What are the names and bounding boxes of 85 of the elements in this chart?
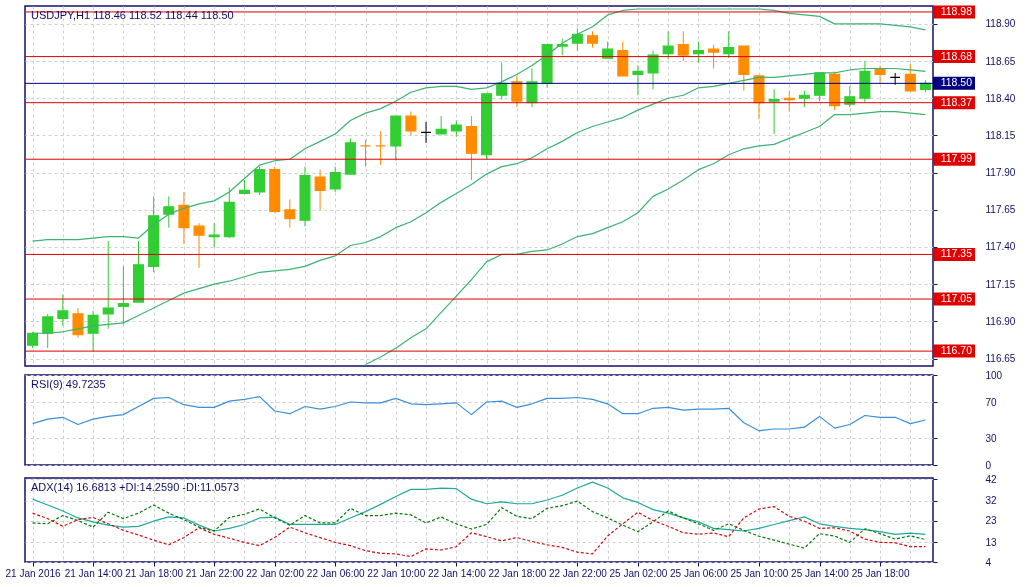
x-tick-label: 21 Jan 22:00 <box>185 567 245 579</box>
candlestick <box>208 222 220 248</box>
line-series <box>31 481 927 535</box>
ref-line-label: 116.70 <box>940 344 973 357</box>
ref-line-label: 117.05 <box>940 292 973 305</box>
y-tick-label: 117.15 <box>985 278 1016 290</box>
x-tick-label: 22 Jan 18:00 <box>488 567 547 579</box>
candlestick <box>813 72 826 102</box>
y-tick-label: 118.40 <box>985 92 1016 104</box>
candlestick <box>72 307 84 339</box>
candlestick <box>284 198 296 229</box>
candlestick <box>87 310 99 352</box>
y-tick-label: 4 <box>985 556 992 568</box>
y-tick-label: 117.65 <box>985 204 1016 216</box>
line-series <box>31 8 927 242</box>
candlestick <box>117 265 129 325</box>
candlestick <box>904 63 916 92</box>
line-series <box>31 500 927 549</box>
y-tick-label: 116.65 <box>985 353 1016 365</box>
y-tick-label: 23 <box>985 515 998 527</box>
x-tick-label: 21 Jan 18:00 <box>125 567 184 579</box>
candlestick <box>708 44 720 69</box>
ref-line-label: 117.35 <box>940 247 973 260</box>
ref-line-label: 118.68 <box>940 49 973 62</box>
x-tick-label: 21 Jan 14:00 <box>64 567 123 579</box>
y-tick-label: 32 <box>985 495 998 507</box>
x-tick-label: 22 Jan 22:00 <box>548 567 608 579</box>
y-tick-label: 0 <box>985 459 992 471</box>
chart-title: ADX(14) 16.6813 +DI:14.2590 -DI:11.0573 <box>31 481 240 493</box>
chart-title: USDJPY,H1 118.46 118.52 118.44 118.50 <box>31 9 234 21</box>
y-tick-label: 118.15 <box>985 129 1016 141</box>
x-tick-label: 25 Jan 14:00 <box>791 567 850 579</box>
chart-title: RSI(9) 49.7235 <box>31 378 106 390</box>
candlestick <box>692 41 704 64</box>
y-tick-label: 70 <box>985 396 998 408</box>
x-tick-label: 25 Jan 10:00 <box>730 567 789 579</box>
candlestick <box>844 85 856 108</box>
candlestick <box>677 30 689 62</box>
candlestick <box>42 313 54 349</box>
candlestick <box>329 166 341 193</box>
y-tick-label: 42 <box>985 473 998 485</box>
line-series <box>364 111 927 366</box>
y-tick-label: 117.90 <box>985 167 1016 179</box>
candlestick <box>496 62 508 101</box>
y-tick-label: 100 <box>985 369 1003 381</box>
ref-line-label: 117.99 <box>940 152 973 165</box>
line-series <box>31 396 927 432</box>
candlestick <box>193 222 205 269</box>
x-tick-label: 25 Jan 18:00 <box>851 567 910 579</box>
y-tick-label: 116.90 <box>985 315 1016 327</box>
x-tick-label: 22 Jan 02:00 <box>246 567 305 579</box>
candlestick <box>254 166 266 196</box>
candlestick <box>526 67 538 108</box>
y-tick-label: 117.40 <box>985 241 1016 253</box>
x-tick-label: 22 Jan 10:00 <box>367 567 426 579</box>
ref-line-label: 118.37 <box>940 95 973 108</box>
candlestick <box>102 240 114 330</box>
candlestick <box>632 65 644 96</box>
x-tick-label: 25 Jan 02:00 <box>609 567 668 579</box>
y-tick-label: 30 <box>985 432 998 444</box>
candlestick <box>511 75 523 108</box>
candlestick <box>662 30 674 61</box>
line-series <box>31 505 927 558</box>
ref-line-label: 118.50 <box>940 76 973 89</box>
y-tick-label: 13 <box>985 536 998 548</box>
candlestick <box>359 139 372 168</box>
x-tick-label: 21 Jan 2016 <box>5 567 62 579</box>
x-tick-label: 22 Jan 06:00 <box>306 567 366 579</box>
candlestick <box>178 191 190 245</box>
candlestick <box>571 27 583 52</box>
y-tick-label: 118.90 <box>985 18 1016 30</box>
ref-line-label: 118.98 <box>940 4 973 17</box>
candlestick <box>768 88 780 135</box>
y-tick-label: 118.65 <box>985 55 1016 67</box>
candlestick <box>314 169 326 211</box>
candlestick <box>375 130 387 166</box>
line-series <box>31 67 927 334</box>
candlestick <box>647 50 659 90</box>
candlestick <box>723 30 735 59</box>
candlestick <box>57 294 69 327</box>
candlestick <box>405 111 417 136</box>
candlestick <box>420 121 432 144</box>
x-tick-label: 25 Jan 06:00 <box>670 567 729 579</box>
candlestick <box>163 195 175 229</box>
x-tick-label: 22 Jan 14:00 <box>427 567 487 579</box>
